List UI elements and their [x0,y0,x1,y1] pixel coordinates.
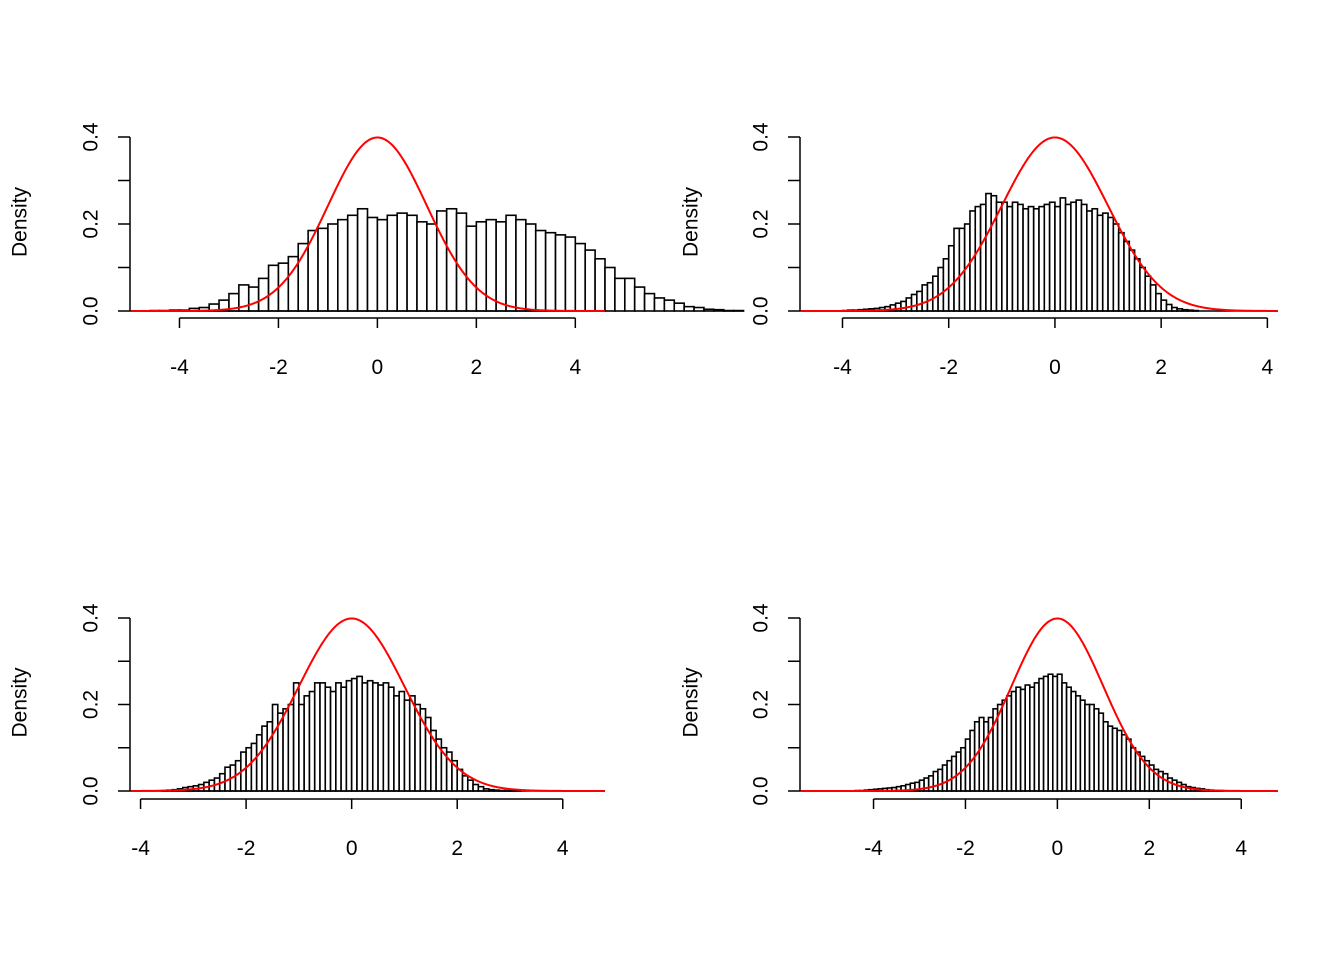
histogram-bar [732,309,745,312]
normal-density-curve [130,617,605,792]
histogram-bars [841,192,1200,312]
y-tick-label: 0.4 [80,603,103,633]
x-tick-label: 4 [1235,837,1247,860]
y-axis-title: Density [9,667,32,738]
y-tick-label: 0.2 [80,209,103,238]
histogram-bar [396,212,408,312]
histogram-bar [564,236,577,312]
histogram-bar [376,218,389,312]
histogram-bar [653,297,666,312]
histogram-bar [713,308,725,312]
histogram-bar [673,302,685,312]
x-tick-label: 4 [557,837,569,860]
x-tick-label: 2 [471,356,483,379]
y-tick-label: 0.2 [80,690,103,719]
histogram-bar [435,210,448,312]
histogram-bar [604,266,616,312]
histogram-bars [148,207,745,312]
y-axis: 0.0 0.2 0.4 [80,603,131,806]
x-axis: -4 -2 0 2 4 [833,317,1274,379]
y-tick-label: 0.0 [750,296,773,325]
x-tick-label: -2 [956,837,975,860]
histogram-bar [475,221,488,312]
histogram-bar [386,214,398,312]
normal-density-curve [800,617,1278,792]
histogram-bar [584,249,596,312]
histogram-bar [703,308,715,312]
histogram-bar [663,299,676,312]
x-tick-label: 0 [1052,837,1064,860]
x-tick-label: 2 [1155,356,1167,379]
y-axis-title: Density [680,667,703,738]
x-axis: -4 -2 0 2 4 [131,798,569,860]
histogram-bar [554,234,567,312]
histogram-bar [722,309,735,312]
x-tick-label: 4 [569,356,581,379]
x-tick-label: -2 [939,356,958,379]
histogram-bar [356,207,369,312]
histogram-bar [455,212,468,312]
histogram-bars [854,673,1224,792]
x-tick-label: 2 [1143,837,1155,860]
y-tick-label: 0.4 [80,122,103,152]
histogram-bar [247,286,260,312]
y-tick-label: 0.4 [750,122,773,152]
y-axis: 0.0 0.2 0.4 [80,122,131,326]
histogram-bar [534,229,547,312]
histogram-bar [465,225,478,312]
x-axis: -4 -2 0 2 4 [864,798,1247,860]
x-tick-label: 0 [372,356,384,379]
histogram-bar [633,286,646,312]
histogram-bar [346,214,359,312]
y-axis: 0.0 0.2 0.4 [750,122,801,326]
histogram-bar [416,221,428,312]
y-axis: 0.0 0.2 0.4 [750,603,801,806]
y-tick-label: 0.0 [80,296,103,325]
normal-density-curve [800,136,1278,312]
histogram-bar [594,257,606,312]
normal-density-curve [130,136,606,312]
histogram-bar [614,277,626,312]
x-tick-label: 0 [346,837,358,860]
y-tick-label: 0.4 [750,603,773,633]
panel-top-left: -4 -2 0 2 4 0.0 0.2 0.4 Density [9,122,745,379]
x-tick-label: 2 [451,837,463,860]
y-tick-label: 0.2 [750,209,773,238]
histogram-bar [426,223,438,312]
histogram-bar [515,218,527,312]
histogram-bar [337,218,349,312]
histogram-bar [525,223,537,312]
y-tick-label: 0.0 [80,776,103,805]
x-tick-label: -4 [833,356,852,379]
histogram-bar [327,223,339,312]
histogram-bar [505,214,517,312]
y-axis-title: Density [9,186,32,257]
x-tick-label: 0 [1049,356,1061,379]
x-tick-label: -4 [170,356,189,379]
x-tick-label: -4 [864,837,883,860]
y-tick-label: 0.0 [750,776,773,805]
x-axis: -4 -2 0 2 4 [170,317,581,379]
y-tick-label: 0.2 [750,690,773,719]
histogram-bar [683,305,695,312]
x-tick-label: -2 [237,837,256,860]
y-axis-title: Density [680,186,703,257]
panel-top-right: -4 -2 0 2 4 0.0 0.2 0.4 Density [680,122,1278,379]
histogram-bar [495,221,507,312]
x-tick-label: -4 [131,837,150,860]
histogram-bar [693,306,705,312]
panel-bottom-left: -4 -2 0 2 4 0.0 0.2 0.4 Density [9,603,605,860]
x-tick-label: 4 [1262,356,1274,379]
histogram-bar [406,214,418,312]
histogram-bar [366,216,379,312]
histogram-bar [257,277,270,312]
panel-bottom-right: -4 -2 0 2 4 0.0 0.2 0.4 Density [680,603,1278,860]
histogram-bar [317,227,329,312]
histogram-bar [643,292,656,312]
histogram-bar [574,242,587,312]
histogram-bar [544,231,557,312]
x-tick-label: -2 [269,356,288,379]
histogram-bar [623,277,636,312]
